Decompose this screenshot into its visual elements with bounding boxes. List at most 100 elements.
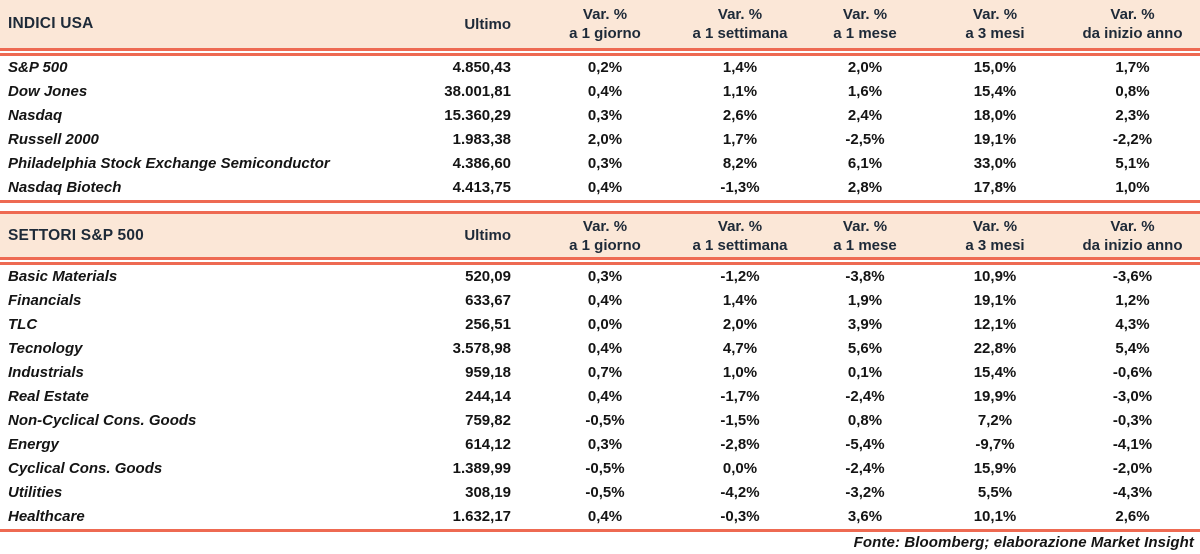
- cell-var-2: -3,2%: [845, 484, 885, 501]
- cell-var-3: 15,4%: [973, 364, 1017, 381]
- divider: [0, 529, 1200, 532]
- cell-var-4: 1,7%: [1115, 59, 1150, 76]
- row-label: Philadelphia Stock Exchange Semiconducto…: [8, 155, 330, 172]
- cell-ultimo: 633,67: [465, 292, 511, 309]
- var-label: Var. %: [972, 6, 1018, 23]
- table-row: Tecnology 3.578,98 0,4% 4,7% 5,6% 22,8% 5,4%: [0, 337, 1200, 361]
- cell-var-0: 0,4%: [587, 388, 623, 405]
- var-label: Var. %: [717, 6, 763, 23]
- cell-var-4: -4,1%: [1112, 436, 1153, 453]
- cell-var-1: 1,1%: [722, 83, 758, 100]
- cell-ultimo: 244,14: [465, 388, 511, 405]
- table-title: SETTORI S&P 500: [8, 226, 144, 244]
- cell-var-3: -9,7%: [975, 436, 1015, 453]
- cell-var-3: 19,1%: [973, 292, 1017, 309]
- table-row: Cyclical Cons. Goods 1.389,99 -0,5% 0,0% -2,…: [0, 457, 1200, 481]
- cell-var-1: 1,0%: [722, 364, 758, 381]
- col-header-var-3-mesi: Var. % a 3 mesi: [925, 5, 1065, 43]
- cell-var-4: -0,3%: [1112, 412, 1153, 429]
- var-label: Var. %: [972, 217, 1018, 235]
- cell-var-3: 19,1%: [973, 131, 1017, 148]
- cell-var-2: -2,4%: [845, 388, 885, 405]
- col-header-var-inizio-anno: Var. % da inizio anno: [1065, 217, 1200, 255]
- cell-var-4: 0,8%: [1115, 83, 1150, 100]
- var-label: Var. %: [1110, 217, 1155, 235]
- col-header-ultimo: Ultimo: [464, 227, 511, 244]
- cell-ultimo: 4.850,43: [452, 59, 511, 76]
- var-label: Var. %: [582, 6, 628, 23]
- cell-var-4: -4,3%: [1112, 484, 1153, 501]
- cell-var-1: 1,7%: [722, 131, 758, 148]
- table-row: Industrials 959,18 0,7% 1,0% 0,1% 15,4% -0,6%: [0, 361, 1200, 385]
- indices-table-header: INDICI USA Ultimo Var. % a 1 giorno Var.…: [0, 0, 1200, 48]
- cell-var-0: -0,5%: [585, 484, 625, 501]
- period-label: a 3 mesi: [965, 25, 1025, 42]
- cell-var-3: 10,9%: [973, 268, 1017, 285]
- cell-var-0: 0,2%: [587, 59, 623, 76]
- cell-var-0: 0,4%: [587, 179, 623, 196]
- cell-var-4: -2,0%: [1112, 460, 1153, 477]
- cell-var-0: -0,5%: [585, 460, 625, 477]
- cell-var-2: 5,6%: [847, 340, 883, 357]
- cell-var-2: -3,8%: [845, 268, 885, 285]
- cell-var-2: 3,6%: [847, 508, 883, 525]
- cell-ultimo: 4.386,60: [452, 155, 511, 172]
- cell-var-1: -2,8%: [720, 436, 760, 453]
- period-label: a 3 mesi: [965, 236, 1025, 254]
- cell-var-3: 5,5%: [977, 484, 1013, 501]
- col-header-var-1-settimana: Var. % a 1 settimana: [675, 217, 805, 255]
- indices-table-body: S&P 500 4.850,43 0,2% 1,4% 2,0% 15,0% 1,7% Dow …: [0, 56, 1200, 200]
- period-label: a 1 giorno: [569, 25, 641, 42]
- cell-var-0: 0,4%: [587, 508, 623, 525]
- table-row: Basic Materials 520,09 0,3% -1,2% -3,8% 10,9%…: [0, 265, 1200, 289]
- sectors-table-body: Basic Materials 520,09 0,3% -1,2% -3,8% 10,9%…: [0, 265, 1200, 529]
- cell-var-2: 0,8%: [847, 412, 883, 429]
- cell-var-2: 2,0%: [847, 59, 883, 76]
- table-row: Real Estate 244,14 0,4% -1,7% -2,4% 19,9% -3,0…: [0, 385, 1200, 409]
- cell-var-1: 4,7%: [722, 340, 758, 357]
- col-header-var-1-settimana: Var. % a 1 settimana: [675, 5, 805, 43]
- cell-var-3: 15,0%: [973, 59, 1017, 76]
- table-row: S&P 500 4.850,43 0,2% 1,4% 2,0% 15,0% 1,7%: [0, 56, 1200, 80]
- cell-var-0: 0,3%: [587, 107, 623, 124]
- row-label: Financials: [8, 292, 82, 309]
- row-label: Industrials: [8, 364, 84, 381]
- cell-ultimo: 959,18: [465, 364, 511, 381]
- col-header-var-inizio-anno: Var. % da inizio anno: [1065, 5, 1200, 43]
- table-row: Russell 2000 1.983,38 2,0% 1,7% -2,5% 19,1% -2…: [0, 128, 1200, 152]
- double-divider: [0, 48, 1200, 56]
- col-header-ultimo: Ultimo: [464, 15, 511, 33]
- row-label: Real Estate: [8, 388, 89, 405]
- cell-var-3: 33,0%: [973, 155, 1017, 172]
- cell-var-0: 0,3%: [587, 268, 623, 285]
- cell-var-2: 0,1%: [847, 364, 883, 381]
- cell-var-1: -1,7%: [720, 388, 760, 405]
- row-label: Energy: [8, 436, 59, 453]
- cell-var-4: 5,1%: [1115, 155, 1150, 172]
- cell-var-0: 0,0%: [587, 316, 623, 333]
- row-label: Dow Jones: [8, 83, 88, 100]
- table-row: Energy 614,12 0,3% -2,8% -5,4% -9,7% -4,1%: [0, 433, 1200, 457]
- cell-var-2: 1,6%: [847, 83, 883, 100]
- cell-var-2: 3,9%: [847, 316, 883, 333]
- row-label: Basic Materials: [8, 268, 118, 285]
- cell-ultimo: 1.983,38: [452, 131, 511, 148]
- cell-var-3: 17,8%: [973, 179, 1017, 196]
- cell-var-0: 0,4%: [587, 83, 623, 100]
- row-label: Healthcare: [8, 508, 85, 525]
- cell-var-3: 12,1%: [973, 316, 1017, 333]
- period-label: da inizio anno: [1082, 25, 1183, 42]
- row-label: Nasdaq: [8, 107, 63, 124]
- cell-ultimo: 256,51: [465, 316, 511, 333]
- cell-var-3: 22,8%: [973, 340, 1017, 357]
- table-row: Financials 633,67 0,4% 1,4% 1,9% 19,1% 1,2%: [0, 289, 1200, 313]
- table-row: Non-Cyclical Cons. Goods 759,82 -0,5% -1,5%…: [0, 409, 1200, 433]
- cell-var-4: 2,3%: [1115, 107, 1150, 124]
- row-label: TLC: [8, 316, 38, 333]
- row-label: Nasdaq Biotech: [8, 179, 122, 196]
- cell-var-0: 0,3%: [587, 436, 623, 453]
- period-label: a 1 mese: [833, 236, 897, 254]
- var-label: Var. %: [842, 6, 888, 23]
- cell-var-2: -2,4%: [845, 460, 885, 477]
